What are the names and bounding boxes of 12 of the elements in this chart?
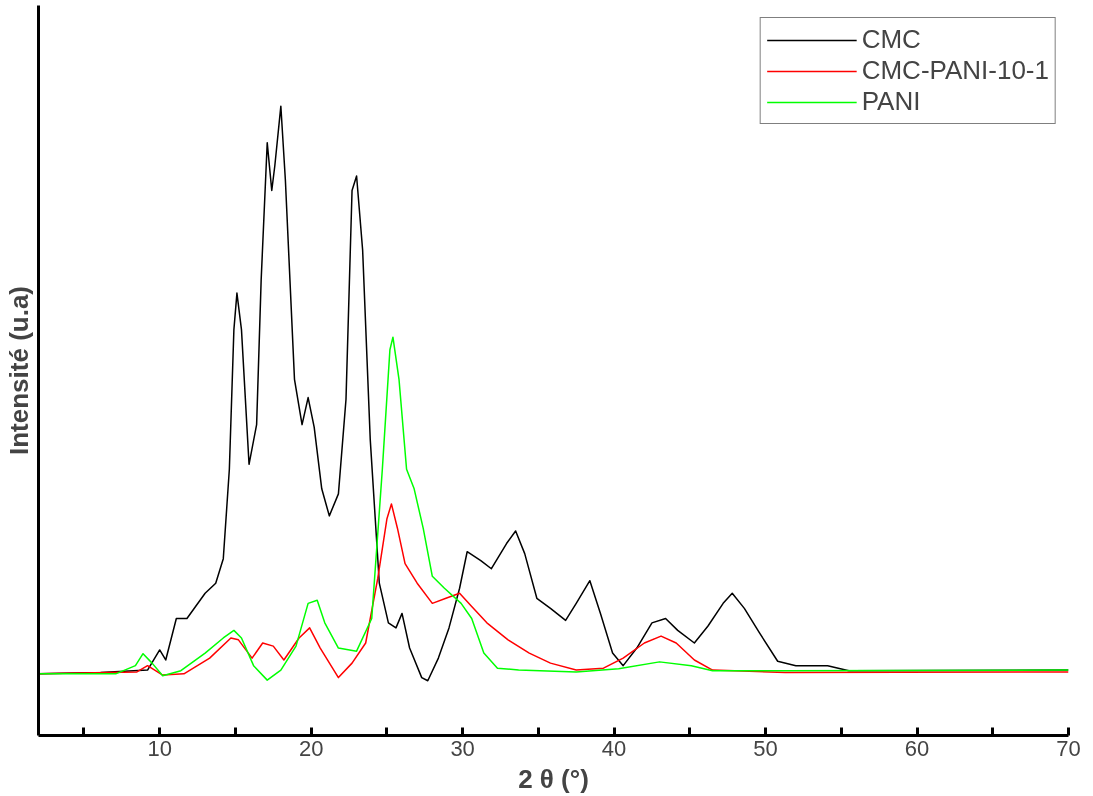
- x-tick-label: 50: [753, 735, 778, 761]
- x-tick-label: 20: [298, 735, 324, 761]
- legend-label: PANI: [861, 86, 921, 117]
- x-tick-label: 60: [904, 735, 930, 761]
- legend-label: CMC-PANI-10-1: [861, 55, 1049, 86]
- x-tick-label: 10: [147, 735, 172, 761]
- y-axis-title: Intensité (u.a): [3, 285, 34, 456]
- x-tick-label: 30: [450, 735, 475, 761]
- x-tick-label: 40: [601, 735, 627, 761]
- legend-label: CMC: [861, 24, 921, 55]
- x-tick-label: 70: [1056, 735, 1081, 761]
- x-axis-title: 2 θ (°): [518, 763, 589, 794]
